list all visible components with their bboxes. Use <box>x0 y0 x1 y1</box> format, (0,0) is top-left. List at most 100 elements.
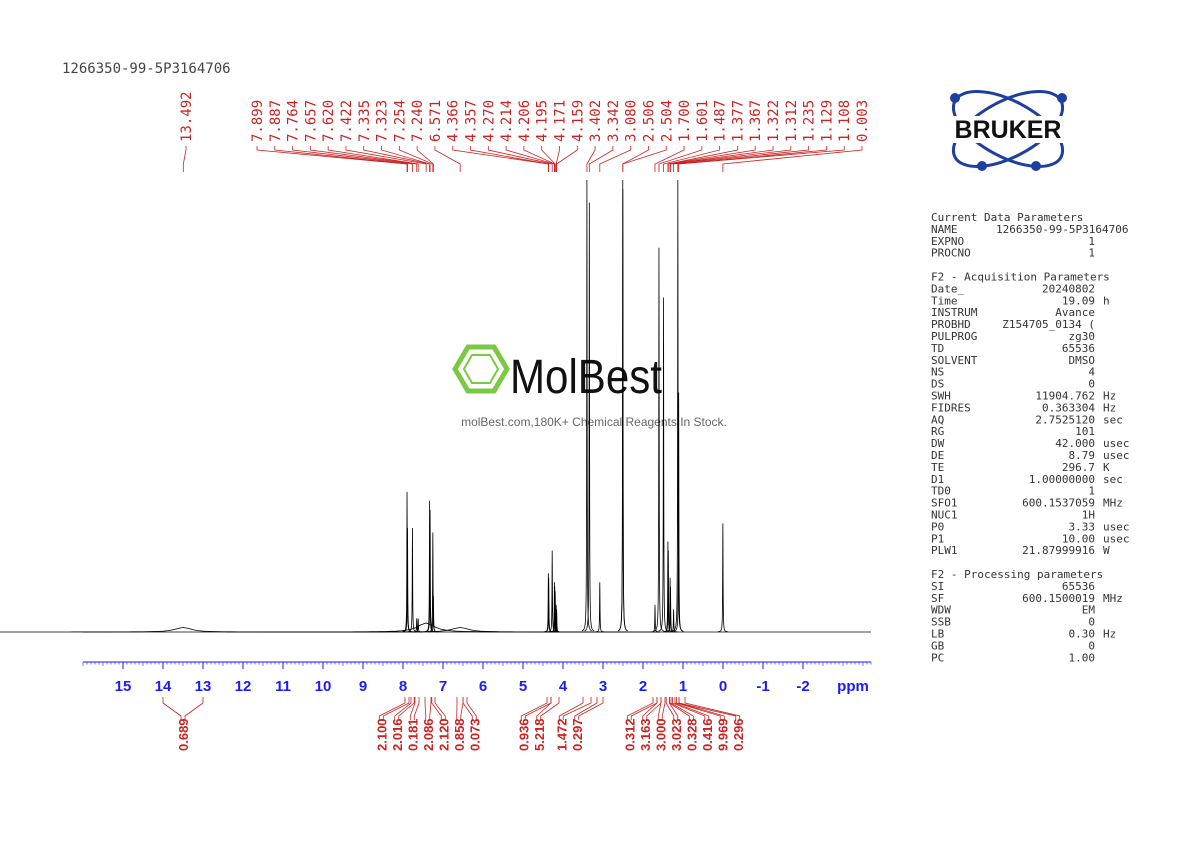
param-value: 8.79 <box>1069 449 1096 462</box>
peak-leader <box>292 146 413 172</box>
peak-leader <box>487 146 553 172</box>
molbest-tagline: molBest.com,180K+ Chemical Reagents In S… <box>461 415 727 429</box>
param-value: EM <box>1082 604 1096 617</box>
param-name: GB <box>931 639 945 652</box>
peak-label: 6.571 <box>428 100 444 142</box>
peak <box>584 202 595 632</box>
param-value: 1H <box>1082 509 1095 522</box>
param-section-title: F2 - Acquisition Parameters <box>931 271 1110 284</box>
param-value: 11904.762 <box>1035 390 1095 403</box>
peak <box>665 586 676 633</box>
peak-label: 1.312 <box>784 100 800 142</box>
peak <box>672 179 683 632</box>
peak-leader <box>182 146 187 172</box>
param-value: 1 <box>1088 235 1095 248</box>
peak-leader <box>345 146 427 172</box>
peak-label: 1.487 <box>713 100 729 142</box>
peak <box>402 528 413 633</box>
x-tick-label: 10 <box>315 678 332 695</box>
param-name: PULPROG <box>931 330 977 343</box>
param-value: 1.00000000 <box>1029 473 1095 486</box>
param-name: AQ <box>931 413 944 426</box>
x-tick-label: -2 <box>796 678 809 695</box>
x-tick-label: 11 <box>275 678 291 695</box>
param-value: 0.30 <box>1069 628 1096 641</box>
param-name: EXPNO <box>931 235 964 248</box>
param-unit: MHz <box>1103 592 1123 605</box>
peak <box>654 247 664 632</box>
peak-label: 13.492 <box>179 91 195 142</box>
peak-label: 4.270 <box>481 100 497 142</box>
integral-bracket <box>676 697 725 720</box>
bruker-logo: BRUKER <box>924 90 1092 171</box>
param-value: 0 <box>1088 616 1095 629</box>
peak-leader <box>622 146 667 172</box>
peak-leader <box>586 146 596 172</box>
integral-bracket <box>574 697 604 720</box>
peak-leader <box>722 146 863 172</box>
peak <box>718 523 728 633</box>
param-value: DMSO <box>1069 354 1096 367</box>
param-name: PROBHD <box>931 318 971 331</box>
bruker-text: BRUKER <box>955 116 1062 144</box>
integral-bracket <box>657 697 666 720</box>
peak-label: 7.240 <box>410 100 426 142</box>
param-unit: Hz <box>1103 390 1116 403</box>
peak-leader <box>654 146 685 172</box>
integral-bracket <box>520 697 552 720</box>
peak-label: 4.214 <box>499 100 515 142</box>
peak-label: 3.402 <box>588 100 604 142</box>
x-tick-label: 15 <box>115 678 132 695</box>
x-tick-label: 4 <box>559 678 568 695</box>
param-unit: sec <box>1103 413 1123 426</box>
param-name: TD0 <box>931 485 951 498</box>
param-name: SWH <box>931 390 951 403</box>
integral-label: 3.000 <box>653 718 668 751</box>
param-name: P1 <box>931 532 944 545</box>
peak-label: 1.322 <box>766 100 782 142</box>
peak-leader <box>555 146 560 172</box>
param-value: Z154705_0134 ( <box>1002 318 1095 331</box>
peak-leader <box>678 146 845 172</box>
param-name: SSB <box>931 616 951 629</box>
integral-bracket <box>462 697 477 720</box>
integral-label: 9.969 <box>715 718 730 751</box>
param-name: PROCNO <box>931 247 971 260</box>
param-unit: usec <box>1103 520 1130 533</box>
integral-label: 0.073 <box>467 718 482 751</box>
param-value: 4 <box>1088 366 1095 379</box>
param-value: 0 <box>1088 378 1095 391</box>
integral-bracket <box>665 697 679 720</box>
integral-bracket <box>394 697 415 720</box>
peak-label: 7.657 <box>303 100 319 142</box>
param-value: zg30 <box>1069 330 1096 343</box>
peak-leader <box>673 146 810 172</box>
peak-label: 4.366 <box>446 100 462 142</box>
peak-label: 1.700 <box>677 100 693 142</box>
x-tick-label: 0 <box>719 678 727 695</box>
param-unit: K <box>1103 461 1110 474</box>
integral-bracket <box>536 697 560 720</box>
peak-leader <box>541 146 556 172</box>
param-value: 65536 <box>1062 580 1095 593</box>
peak-label: 1.129 <box>819 100 835 142</box>
x-tick-label: 14 <box>155 678 172 695</box>
peak <box>226 622 627 633</box>
param-value: 1.00 <box>1069 651 1096 664</box>
param-value: 0.363304 <box>1042 401 1095 414</box>
param-value: 1266350-99-5P3164706 <box>996 223 1128 236</box>
peak-label: 7.899 <box>250 100 266 142</box>
integral-bracket <box>678 697 741 720</box>
param-value: 21.87999916 <box>1022 544 1095 557</box>
param-name: TE <box>931 461 944 474</box>
x-tick-label: 5 <box>519 678 527 695</box>
peak-label: 7.422 <box>339 100 355 142</box>
peak <box>594 582 605 633</box>
integral-label: 2.120 <box>436 718 451 751</box>
param-name: PLW1 <box>931 544 958 557</box>
peak-leader <box>398 146 434 172</box>
param-value: 101 <box>1075 425 1095 438</box>
param-unit: usec <box>1103 532 1130 545</box>
x-tick-label: 1 <box>679 678 687 695</box>
